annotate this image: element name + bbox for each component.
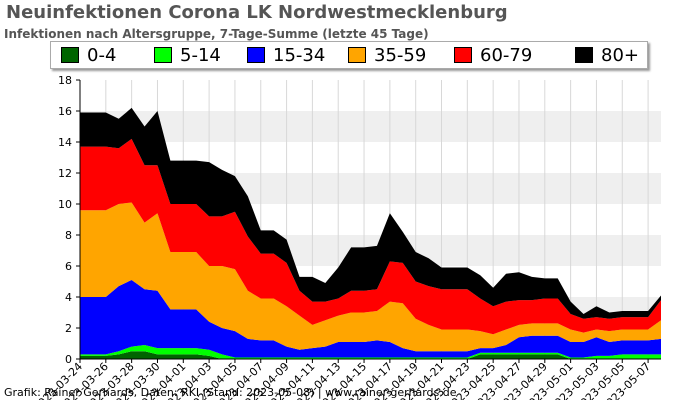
area-series-35-59 bbox=[80, 202, 661, 352]
legend-label: 15-34 bbox=[273, 44, 326, 66]
legend-item-80+: 80+ bbox=[575, 44, 639, 66]
y-axis-ticks: 0 2 4 6 8 10 12 14 16 18 bbox=[58, 74, 80, 366]
legend-label: 35-59 bbox=[374, 44, 427, 66]
legend-label: 60-79 bbox=[480, 44, 533, 66]
area-series-5-14 bbox=[80, 345, 661, 359]
y-tick-label: 6 bbox=[65, 260, 72, 273]
legend-label: 5-14 bbox=[180, 44, 221, 66]
y-tick-label: 18 bbox=[58, 74, 72, 87]
y-tick-label: 4 bbox=[65, 291, 72, 304]
chart-axes bbox=[79, 80, 661, 360]
y-tick-label: 8 bbox=[65, 229, 72, 242]
chart-subtitle: Infektionen nach Altersgruppe, 7-Tage-Su… bbox=[4, 27, 429, 41]
y-tick-label: 12 bbox=[58, 167, 72, 180]
grid-band bbox=[80, 111, 661, 142]
area-series-15-34 bbox=[80, 279, 661, 358]
area-series-60-79 bbox=[80, 138, 661, 335]
legend-swatch bbox=[454, 47, 472, 63]
legend-item-35-59: 35-59 bbox=[348, 44, 427, 66]
legend-swatch bbox=[348, 47, 366, 63]
legend-item-5-14: 5-14 bbox=[154, 44, 221, 66]
legend-label: 0-4 bbox=[87, 44, 117, 66]
y-tick-label: 16 bbox=[58, 105, 72, 118]
chart-title: Neuinfektionen Corona LK Nordwestmecklen… bbox=[6, 2, 508, 23]
legend-label: 80+ bbox=[601, 44, 639, 66]
y-tick-label: 10 bbox=[58, 198, 72, 211]
chart-legend: 0-4 5-14 15-34 35-59 60-79 80+ bbox=[50, 41, 648, 69]
legend-swatch bbox=[575, 47, 593, 63]
area-series-0-4 bbox=[80, 351, 661, 359]
chart-credit: Grafik: Rainer Gerhards, Daten: RKI (Sta… bbox=[4, 386, 457, 399]
legend-item-60-79: 60-79 bbox=[454, 44, 533, 66]
area-series-80+ bbox=[80, 107, 661, 319]
y-tick-label: 14 bbox=[58, 136, 72, 149]
legend-swatch bbox=[247, 47, 265, 63]
legend-item-15-34: 15-34 bbox=[247, 44, 326, 66]
chart-areas bbox=[80, 107, 661, 359]
y-tick-label: 2 bbox=[65, 322, 72, 335]
y-tick-label: 0 bbox=[65, 353, 72, 366]
legend-swatch bbox=[154, 47, 172, 63]
legend-item-0-4: 0-4 bbox=[61, 44, 117, 66]
legend-swatch bbox=[61, 47, 79, 63]
